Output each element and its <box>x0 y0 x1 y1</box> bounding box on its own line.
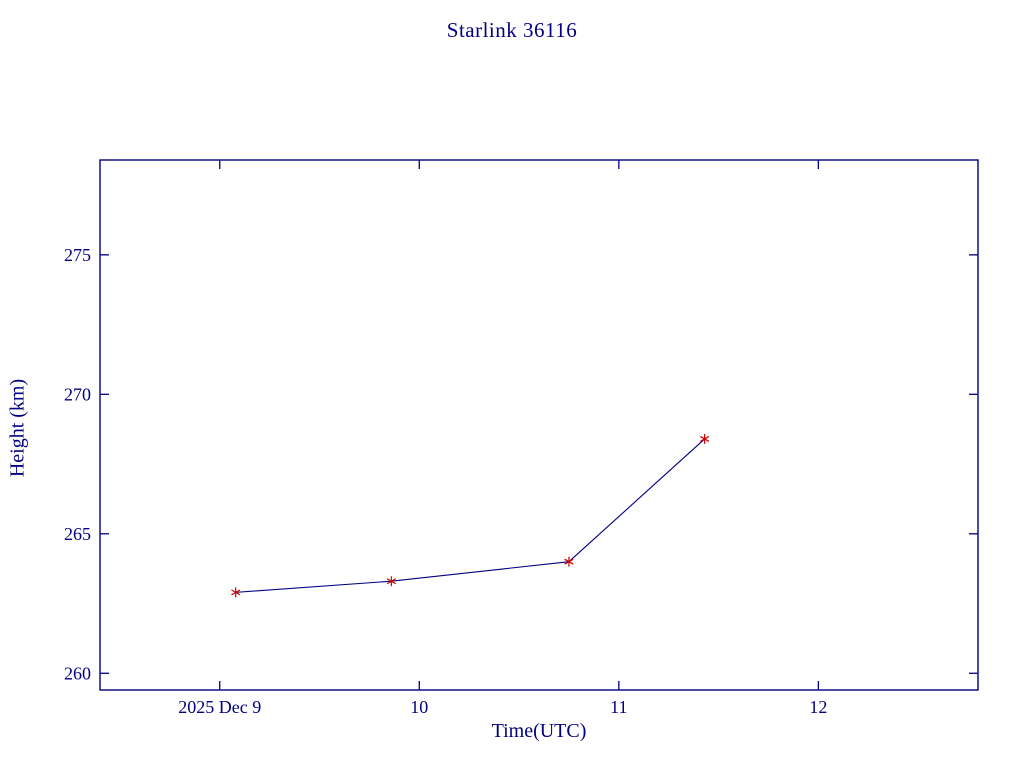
y-tick-label: 260 <box>64 663 91 683</box>
x-tick-label: 12 <box>809 697 827 717</box>
marker-arm <box>564 558 574 565</box>
y-tick-label: 275 <box>64 245 91 265</box>
x-tick-label: 11 <box>610 697 627 717</box>
data-point-marker <box>386 576 396 587</box>
data-point-marker <box>564 556 574 567</box>
axis-box <box>99 159 979 691</box>
marker-arm <box>386 578 396 585</box>
marker-arm <box>231 589 241 596</box>
data-point-marker <box>231 587 241 598</box>
data-point-marker <box>700 433 710 445</box>
x-tick-label: 10 <box>410 697 428 717</box>
x-axis-label: Time(UTC) <box>491 720 587 742</box>
data-line <box>235 438 705 593</box>
y-tick-label: 270 <box>64 384 91 404</box>
x-tick-label: 2025 Dec 9 <box>178 697 261 717</box>
marker-arm <box>700 436 710 442</box>
chart-title: Starlink 36116 <box>446 18 578 42</box>
y-tick-label: 265 <box>64 524 91 544</box>
